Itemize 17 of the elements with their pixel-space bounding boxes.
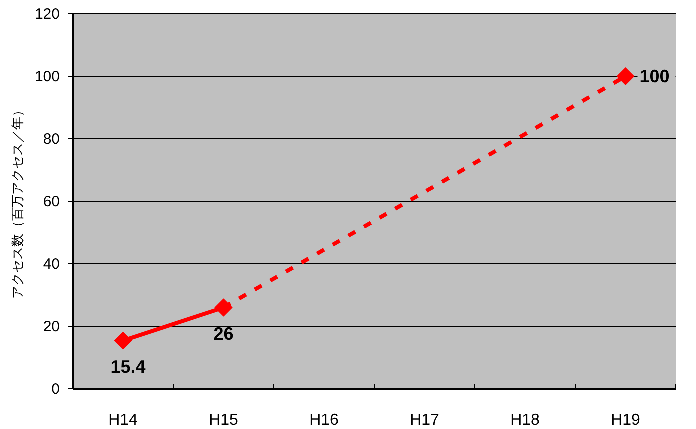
y-tick-label: 40: [43, 256, 60, 273]
x-tick-label: H15: [209, 412, 239, 429]
data-label: 15.4: [110, 356, 146, 377]
data-label: 26: [214, 324, 234, 344]
x-tick-label: H18: [510, 412, 540, 429]
y-tick-label: 100: [34, 68, 60, 86]
x-tick-label: H19: [611, 412, 641, 429]
y-tick-label: 80: [43, 131, 60, 148]
y-tick-label: 0: [52, 381, 60, 398]
y-tick-label: 120: [34, 6, 60, 23]
y-axis-title: アクセス数（百万アクセス／年）: [10, 104, 25, 299]
x-tick-label: H14: [108, 412, 138, 429]
x-tick-label: H16: [310, 412, 340, 429]
x-tick-label: H17: [410, 412, 440, 429]
y-tick-label: 60: [43, 194, 60, 210]
data-label: 100: [640, 66, 670, 86]
y-tick-label: 20: [43, 318, 60, 336]
